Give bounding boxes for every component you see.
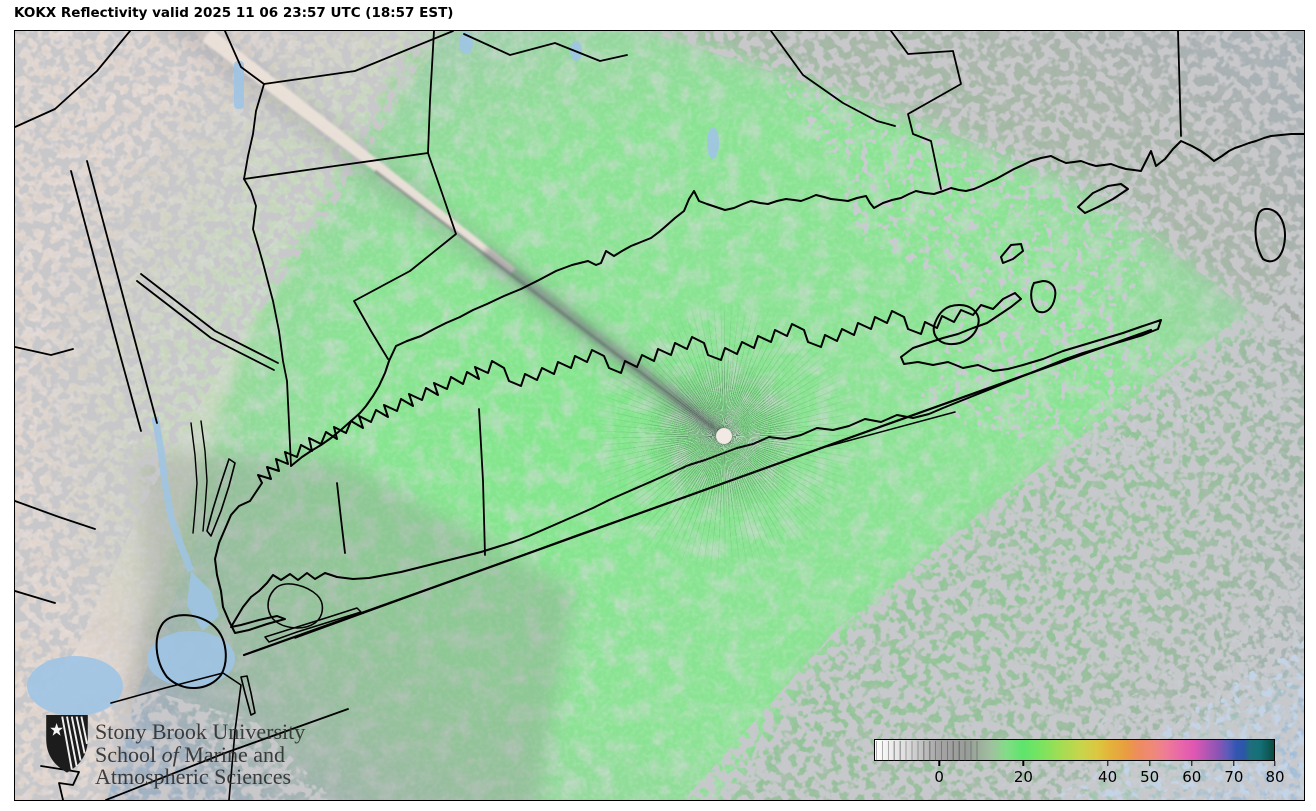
stony-brook-logo: Stony Brook University School of Marine … — [43, 711, 305, 789]
staten-island — [155, 614, 227, 690]
product-title: KOKX Reflectivity valid 2025 11 06 23:57… — [14, 5, 454, 21]
colorbar-tick — [1148, 761, 1151, 766]
fishers-island — [1077, 183, 1129, 214]
colorbar-tick-label: 50 — [1140, 768, 1160, 786]
colorbar-tick-label: 60 — [1182, 768, 1202, 786]
colorbar-gradient — [874, 739, 1275, 761]
colorbar-tick — [938, 761, 940, 766]
base-map-svg — [15, 31, 1304, 800]
logo-line-3: Atmospheric Sciences — [95, 764, 292, 789]
colorbar-tick — [1233, 761, 1235, 766]
stony-brook-shield-icon — [46, 715, 88, 773]
logo-line-2: School of Marine and — [95, 741, 286, 767]
shelter-island — [932, 304, 980, 346]
colorbar-tick — [1022, 761, 1025, 766]
radar-site-marker — [716, 428, 732, 444]
reflectivity-colorbar: 0 20 40 50 60 70 80 — [874, 739, 1285, 791]
colorbar-tick-label: 70 — [1224, 768, 1244, 786]
colorbar-tick-label: 0 — [934, 768, 944, 786]
logo-text: Stony Brook University School of Marine … — [95, 711, 305, 789]
political-boundaries — [15, 31, 1182, 800]
colorbar-tick-label: 20 — [1013, 768, 1033, 786]
colorbar-tick — [1274, 761, 1276, 766]
colorbar-tick-label: 40 — [1098, 768, 1118, 786]
connecticut-coast — [290, 133, 1304, 467]
long-island-coast — [214, 292, 1162, 634]
radar-map: Stony Brook University School of Marine … — [14, 30, 1305, 801]
hudson-river — [151, 416, 195, 573]
manhattan — [206, 458, 236, 537]
colorbar-tick — [1106, 761, 1109, 766]
colorbar-segment-lines — [876, 741, 980, 761]
colorbar-tick — [1191, 761, 1193, 766]
logo-line-1: Stony Brook University — [95, 719, 306, 744]
block-island — [1254, 207, 1286, 263]
colorbar-tick-label: 80 — [1265, 768, 1285, 786]
